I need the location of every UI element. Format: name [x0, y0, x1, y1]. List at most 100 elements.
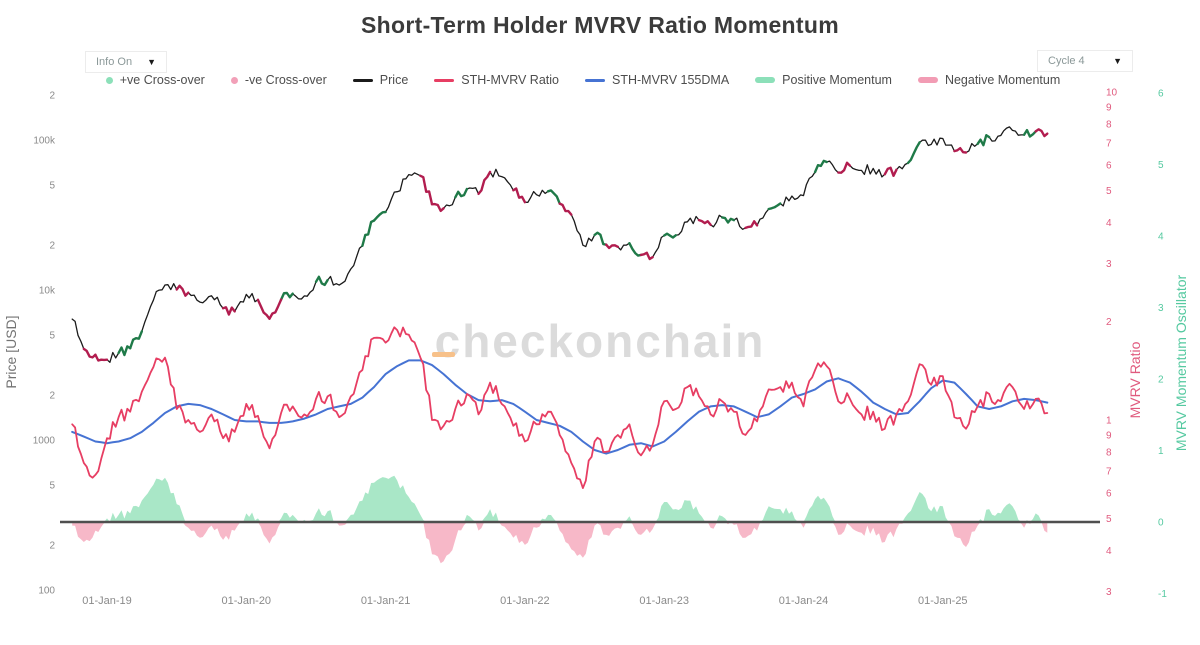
negative-crossover-segment: [744, 220, 759, 230]
positive-crossover-segment: [721, 216, 736, 224]
x-axis-tick: 01-Jan-21: [361, 595, 411, 607]
price-axis-tick: 5: [49, 481, 55, 492]
mvrv-axis-tick: 10: [1106, 88, 1118, 99]
legend-item-price[interactable]: Price: [352, 73, 409, 87]
legend-item-label: +ve Cross-over: [119, 73, 205, 87]
mvrv-axis-tick: 3: [1106, 259, 1112, 270]
price-axis-tick: 100k: [33, 136, 56, 147]
legend-item-label: Negative Momentum: [944, 73, 1061, 87]
osc-axis-tick: 1: [1158, 446, 1164, 457]
osc-axis-title: MVRV Momentum Oscillator: [1173, 274, 1189, 451]
negative-crossover-segment: [639, 251, 654, 261]
negative-crossover-segment: [221, 306, 236, 316]
negative-crossover-segment: [430, 202, 445, 213]
negative-crossover-segment: [256, 298, 271, 320]
mvrv-axis-tick: 8: [1106, 119, 1112, 130]
negative-crossover-segment: [268, 298, 283, 320]
dma-line: [71, 359, 1049, 455]
price-axis-tick: 5: [49, 331, 55, 342]
negative-crossover-segment: [558, 202, 573, 216]
mvrv-axis-tick: 1: [1106, 416, 1112, 427]
negative-crossover-segment: [605, 243, 619, 250]
sth-mvrv-ratio-swatch-icon: [434, 78, 455, 82]
positive-crossover-segment: [314, 275, 329, 287]
x-axis-tick: 01-Jan-23: [639, 595, 689, 607]
negative-crossover-segment: [419, 174, 434, 206]
positive-crossover-segment: [454, 187, 469, 199]
info-on-label: Info On: [96, 56, 133, 68]
positive-crossover-segment: [129, 330, 143, 350]
ve-cross-over-swatch-icon: [105, 76, 113, 84]
negative-crossover-segment: [953, 147, 968, 154]
mvrv-axis-title: MVRV Ratio: [1127, 341, 1143, 418]
price-axis-tick: 5: [49, 181, 55, 192]
mvrv-line: [71, 326, 1049, 489]
legend-item-label: -ve Cross-over: [244, 73, 327, 87]
mvrv-axis-tick: 6: [1106, 488, 1112, 499]
legend-item-ve-cross-over[interactable]: -ve Cross-over: [230, 73, 327, 87]
x-axis-tick: 01-Jan-25: [918, 595, 968, 607]
mvrv-axis-tick: 6: [1106, 160, 1112, 171]
info-on-dropdown[interactable]: Info On ▼: [85, 51, 167, 73]
legend-item-label: STH-MVRV Ratio: [461, 73, 559, 87]
ve-cross-over-swatch-icon: [230, 76, 238, 84]
mvrv-axis-tick: 7: [1106, 466, 1112, 477]
osc-axis-tick: 0: [1158, 518, 1164, 529]
price-axis-tick: 2: [49, 540, 55, 551]
negative-crossover-segment: [477, 170, 492, 195]
mvrv-axis-tick: 5: [1106, 514, 1112, 525]
caret-down-icon: ▼: [1113, 55, 1122, 66]
legend-item-label: STH-MVRV 155DMA: [612, 73, 730, 87]
legend-item-sth-mvrv-155dma[interactable]: STH-MVRV 155DMA: [585, 73, 729, 87]
sth-mvrv-155dma-swatch-icon: [585, 78, 605, 82]
negative-crossover-segment: [883, 166, 898, 177]
legend-item-sth-mvrv-ratio[interactable]: STH-MVRV Ratio: [434, 73, 559, 87]
x-axis-tick: 01-Jan-20: [222, 595, 272, 607]
watermark: checkonchain: [435, 315, 766, 367]
mvrv-axis-tick: 9: [1106, 431, 1112, 442]
positive-crossover-segment: [628, 242, 643, 257]
price-axis-tick: 2: [49, 390, 55, 401]
legend-item-negative-momentum[interactable]: Negative Momentum: [917, 73, 1061, 87]
positive-crossover-segment: [593, 231, 608, 246]
caret-down-icon: ▼: [147, 56, 156, 67]
positive-crossover-segment: [767, 202, 782, 211]
mvrv-axis-tick: 9: [1106, 103, 1112, 114]
positive-crossover-segment: [372, 210, 387, 222]
positive-crossover-segment: [546, 189, 561, 205]
negative-crossover-segment: [697, 218, 712, 226]
legend-item-label: Price: [379, 73, 409, 87]
legend-item-label: Positive Momentum: [782, 73, 892, 87]
positive-crossover-segment: [361, 219, 376, 247]
price-axis-tick: 2: [49, 240, 55, 251]
price-axis-tick: 2: [49, 90, 55, 101]
negative-crossover-segment: [94, 353, 109, 362]
oscillator-positive-fill: [72, 475, 1048, 522]
mvrv-axis-tick: 4: [1106, 546, 1112, 557]
negative-crossover-segment: [82, 347, 97, 359]
positive-crossover-segment: [976, 134, 991, 147]
page-title: Short-Term Holder MVRV Ratio Momentum: [361, 12, 839, 38]
positive-crossover-segment: [117, 345, 132, 357]
price-axis-tick: 10k: [39, 286, 56, 297]
positive-crossover-segment: [1022, 128, 1037, 138]
x-axis-tick: 01-Jan-22: [500, 595, 550, 607]
osc-axis-tick: 3: [1158, 303, 1164, 314]
price-axis-tick: 100: [38, 586, 55, 597]
mvrv-axis-tick: 4: [1106, 218, 1112, 229]
negative-crossover-segment: [512, 187, 527, 204]
mvrv-axis-tick: 8: [1106, 447, 1112, 458]
legend-item-ve-cross-over[interactable]: +ve Cross-over: [105, 73, 205, 87]
positive-crossover-segment: [813, 159, 828, 174]
cycle-dropdown[interactable]: Cycle 4 ▼: [1037, 50, 1133, 72]
positive-crossover-segment: [279, 291, 294, 301]
watermark-dash: [432, 352, 455, 357]
positive-crossover-segment: [906, 141, 921, 165]
osc-axis-tick: -1: [1158, 589, 1167, 600]
negative-crossover-segment: [837, 161, 852, 174]
mvrv-axis-tick: 7: [1106, 138, 1112, 149]
legend-item-positive-momentum[interactable]: Positive Momentum: [755, 73, 892, 87]
price-axis-tick: 1000: [33, 436, 56, 447]
